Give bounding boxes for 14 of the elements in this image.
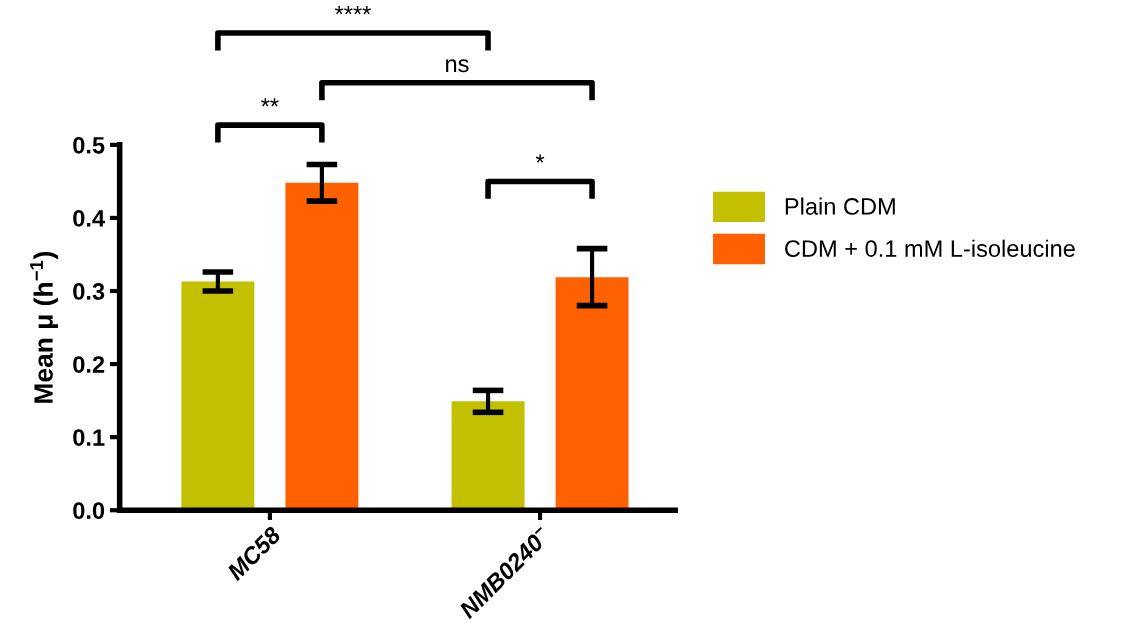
- y-tick-label: 0.3: [73, 283, 105, 300]
- y-tick-label: 0.4: [73, 210, 105, 227]
- y-tick-label: 0.0: [73, 502, 105, 520]
- y-tick-label: 0.1: [73, 429, 105, 446]
- annotation: *: [535, 154, 545, 163]
- legend-label: Plain CDM: [785, 197, 895, 215]
- text: **: [261, 98, 279, 107]
- legend-label: CDM + 0.1 mM L-isoleucine: [785, 239, 1075, 257]
- y-tick-label: 0.5: [73, 136, 105, 154]
- text: ****: [334, 6, 371, 15]
- y-axis-title: Mean μ (h$^{−1}$): [30, 251, 59, 403]
- text: ns: [446, 59, 469, 73]
- x-tick-label: NMB0240$^{−}$: [458, 525, 552, 620]
- y-tick-label: 0.2: [73, 356, 105, 373]
